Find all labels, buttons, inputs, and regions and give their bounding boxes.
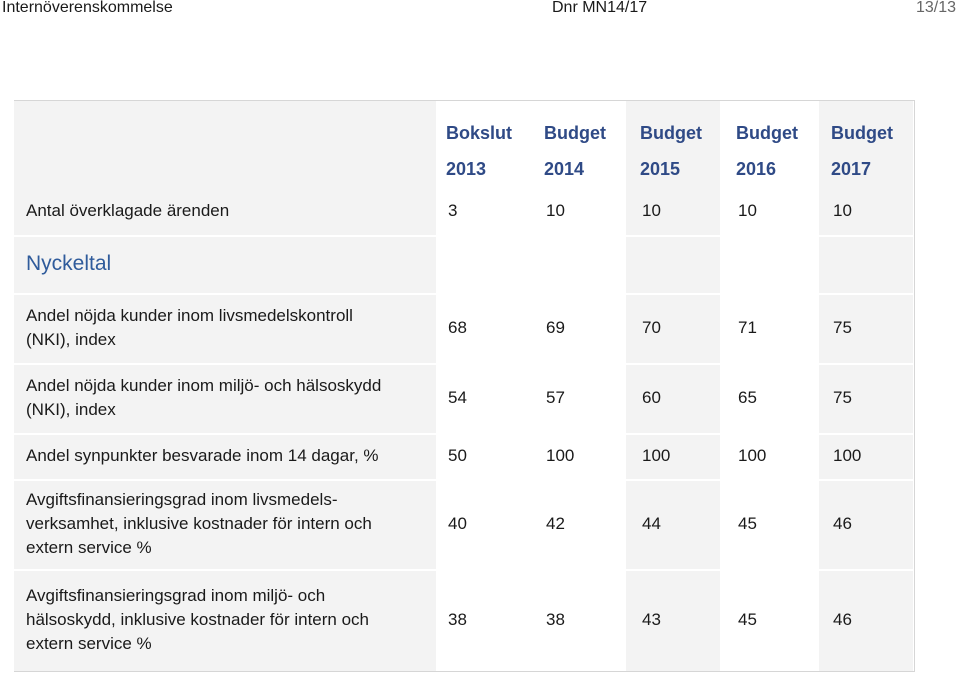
- table-cell: 10: [738, 201, 757, 220]
- shaded-column-2017: [819, 101, 913, 671]
- row-label: Andel nöjda kunder inom livsmedelskontro…: [26, 306, 353, 349]
- table-row: Andel synpunkter besvarade inom 14 dagar…: [14, 433, 914, 481]
- table-row: Andel nöjda kunder inom livsmedelskontro…: [14, 293, 914, 365]
- row-label: Antal överklagade ärenden: [26, 201, 230, 220]
- table-cell: 10: [833, 201, 852, 220]
- row-label: Andel nöjda kunder inom miljö- och hälso…: [26, 376, 382, 419]
- section-title: Nyckeltal: [26, 252, 112, 275]
- table-cell: 100: [642, 446, 671, 465]
- column-header-kind: Budget: [736, 123, 798, 143]
- table-cell: 10: [546, 201, 565, 220]
- table-row: Avgiftsfinansieringsgrad inom livsmedels…: [14, 479, 914, 571]
- table-row: Avgiftsfinansieringsgrad inom miljö- och…: [14, 569, 914, 671]
- table-cell: 40: [448, 514, 467, 533]
- shaded-column-2015: [626, 101, 720, 671]
- table-cell: 42: [546, 514, 565, 533]
- column-header-kind: Budget: [831, 123, 893, 143]
- table-row: Antal överklagade ärenden 3 10 10 10 10: [14, 187, 914, 237]
- table-cell: 54: [448, 388, 467, 407]
- table-cell: 100: [738, 446, 767, 465]
- document-number: Dnr MN14/17: [552, 0, 648, 16]
- page-number: 13/13: [915, 0, 956, 16]
- column-header-year: 2015: [640, 159, 681, 179]
- column-header-2015: Budget 2015: [640, 115, 702, 187]
- table-cell: 75: [833, 388, 852, 407]
- column-header-year: 2013: [446, 159, 487, 179]
- column-header-kind: Budget: [640, 123, 702, 143]
- table-cell: 43: [642, 610, 661, 629]
- table-cell: 10: [642, 201, 661, 220]
- column-header-kind: Bokslut: [446, 123, 513, 143]
- table-cell: 46: [833, 610, 852, 629]
- table-cell: 46: [833, 514, 852, 533]
- table-cell: 100: [833, 446, 862, 465]
- table-cell: 70: [642, 318, 661, 337]
- table-cell: 38: [546, 610, 565, 629]
- table-cell: 45: [738, 514, 757, 533]
- row-label: Avgiftsfinansieringsgrad inom miljö- och…: [26, 586, 370, 653]
- table-cell: 71: [738, 318, 757, 337]
- column-header-2013: Bokslut 2013: [446, 115, 512, 187]
- column-header-2016: Budget 2016: [736, 115, 798, 187]
- row-label: Avgiftsfinansieringsgrad inom livsmedels…: [26, 490, 372, 557]
- column-header-year: 2017: [831, 159, 872, 179]
- table-cell: 44: [642, 514, 661, 533]
- document-title: Internöverenskommelse: [2, 0, 173, 16]
- column-header-year: 2014: [544, 159, 585, 179]
- section-header-row: Nyckeltal: [14, 235, 914, 295]
- column-header-2014: Budget 2014: [544, 115, 606, 187]
- table-cell: 75: [833, 318, 852, 337]
- table-cell: 65: [738, 388, 757, 407]
- key-figures-table: Bokslut 2013 Budget 2014 Budget 2015 Budget 201…: [14, 100, 915, 672]
- table-cell: 50: [448, 446, 467, 465]
- table-cell: 38: [448, 610, 467, 629]
- table-row: Andel nöjda kunder inom miljö- och hälso…: [14, 363, 914, 435]
- row-label: Andel synpunkter besvarade inom 14 dagar…: [26, 446, 379, 465]
- column-header-2017: Budget 2017: [831, 115, 893, 187]
- column-header-year: 2016: [736, 159, 777, 179]
- table-cell: 100: [546, 446, 575, 465]
- table-cell: 3: [448, 201, 458, 220]
- table-cell: 69: [546, 318, 565, 337]
- table-cell: 60: [642, 388, 661, 407]
- table-cell: 57: [546, 388, 565, 407]
- table-cell: 45: [738, 610, 757, 629]
- table-cell: 68: [448, 318, 467, 337]
- label-column-background: [14, 101, 436, 671]
- column-header-kind: Budget: [544, 123, 606, 143]
